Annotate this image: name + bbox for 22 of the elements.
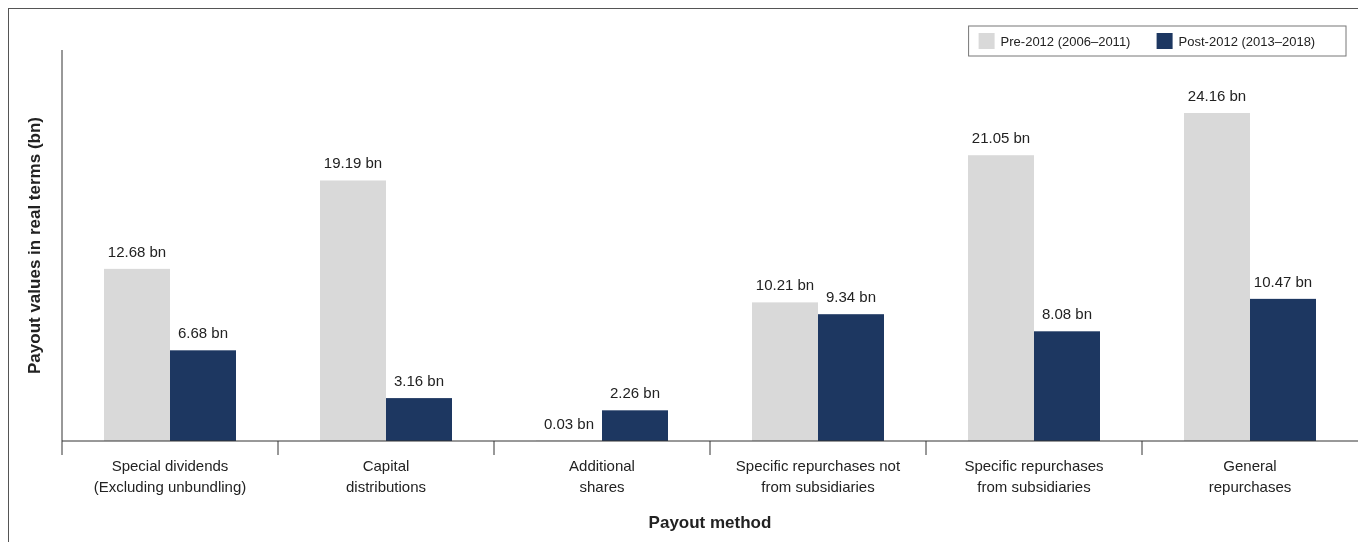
data-label: 24.16 bn	[1187, 87, 1247, 104]
data-label: 9.34 bn	[825, 288, 877, 306]
y-axis-title: Payout values in real terms (bn)	[25, 117, 44, 374]
x-tick-label: Specific repurchases not from subsidiaries	[735, 457, 901, 495]
data-label: 3.16 bn	[393, 372, 445, 390]
legend-label: Post-2012 (2013–2018)	[1178, 34, 1316, 49]
data-label: 10.47 bn	[1253, 272, 1313, 290]
data-label: 6.68 bn	[177, 324, 229, 342]
data-label: 19.19 bn	[323, 154, 383, 172]
legend-label: Pre-2012 (2006–2011)	[1000, 34, 1131, 49]
data-label: 8.08 bn	[1041, 305, 1093, 323]
data-label: 2.26 bn	[609, 384, 661, 402]
x-tick-label: Specific repurchases from subsidiaries	[964, 457, 1104, 495]
data-label: 21.05 bn	[971, 129, 1031, 147]
data-label: 10.21 bn	[755, 276, 815, 294]
x-tick-label: Capital distributions	[345, 457, 427, 495]
data-label: 12.68 bn	[107, 242, 167, 260]
x-tick-label: Special dividends (Excluding unbundling)	[93, 457, 247, 495]
x-tick-label: General repurchases	[1208, 457, 1292, 495]
x-axis-title: Payout method	[648, 513, 772, 532]
x-tick-label: Additional shares	[569, 457, 635, 495]
data-label: 0.03 bn	[543, 414, 595, 432]
